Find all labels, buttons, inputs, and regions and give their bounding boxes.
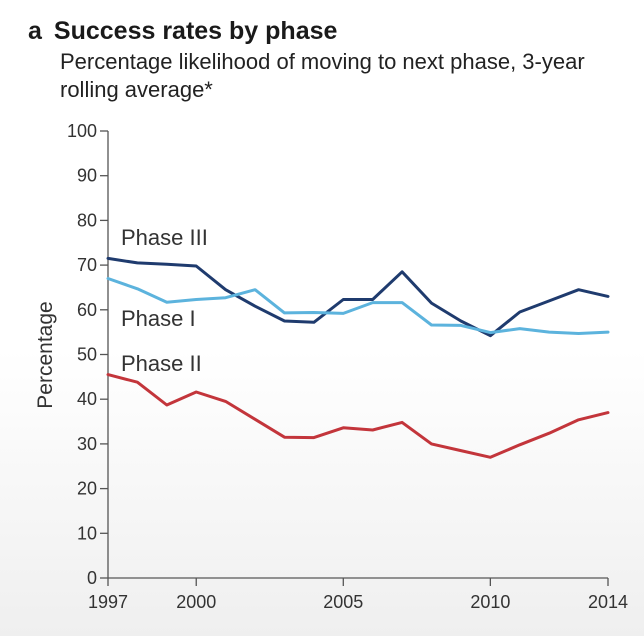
y-tick-label: 10 (77, 523, 97, 543)
x-tick-label: 2005 (323, 592, 363, 612)
y-tick-label: 20 (77, 479, 97, 499)
series-line-phase-ii (106, 373, 610, 459)
x-tick-label: 1997 (88, 592, 128, 612)
series-line-phase-iii (106, 256, 610, 338)
chart-series (106, 256, 610, 459)
y-tick-label: 60 (77, 300, 97, 320)
series-label-phase-iii: Phase III (121, 225, 208, 250)
y-tick-label: 100 (67, 121, 97, 141)
chart-title: Success rates by phase (53, 17, 338, 45)
y-tick-label: 70 (77, 255, 97, 275)
panel-letter: a (28, 17, 42, 45)
series-label-phase-ii: Phase II (121, 351, 202, 376)
title-row: a Success rates by phase (28, 14, 638, 48)
chart-axes: 0 10 20 30 40 50 60 70 80 90 100 1997 2000 2005 2010 20… (67, 121, 628, 612)
y-tick-label: 40 (77, 389, 97, 409)
series-label-phase-i: Phase I (121, 306, 196, 331)
y-tick-label: 90 (77, 166, 97, 186)
y-axis-title: Percentage (34, 301, 57, 408)
y-tick-label: 30 (77, 434, 97, 454)
x-tick-label: 2010 (470, 592, 510, 612)
y-tick-label: 80 (77, 210, 97, 230)
series-line-phase-i (106, 277, 610, 335)
y-tick-label: 50 (77, 345, 97, 365)
series-labels: Phase III Phase I Phase II (121, 225, 208, 376)
y-tick-label: 0 (87, 568, 97, 588)
chart-header: a Success rates by phase Percentage like… (28, 14, 638, 104)
x-tick-label: 2000 (176, 592, 216, 612)
chart-subtitle: Percentage likelihood of moving to next … (60, 49, 585, 102)
x-tick-label: 2014 (588, 592, 628, 612)
